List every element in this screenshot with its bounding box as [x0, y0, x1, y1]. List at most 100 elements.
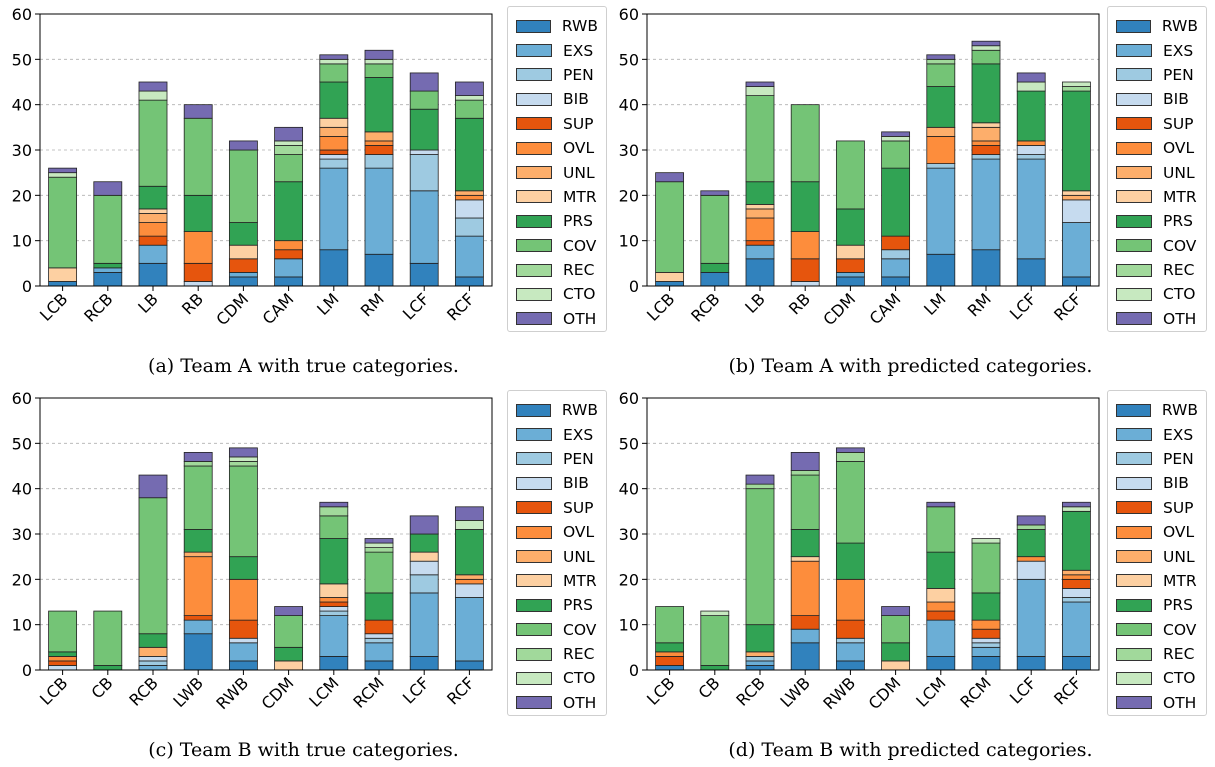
- y-tick-label: 20: [12, 570, 32, 589]
- bar-segment-prs: [409, 533, 439, 553]
- x-tick-label: RCB: [80, 289, 116, 325]
- bar-segment-oth: [1016, 515, 1046, 526]
- y-tick-label: 30: [619, 525, 639, 544]
- legend-swatch: [516, 550, 552, 564]
- x-tick-label: RCB: [125, 673, 161, 709]
- legend-swatch: [516, 452, 552, 466]
- panel-c: 0 10 20 30 40 50 60 LCB CB RCB LWB RWB CDM LCM RCM LCF R…: [0, 384, 607, 767]
- bar-segment-prs: [274, 646, 304, 662]
- y-tick-label: 0: [22, 277, 32, 296]
- bar-segment-unl: [454, 190, 484, 196]
- legend-label: SUP: [1163, 114, 1194, 133]
- legend-label: OVL: [1163, 139, 1195, 158]
- legend-label: RWB: [561, 17, 598, 36]
- stacked-bar-chart: 0 10 20 30 40 50 60 LCB RCB LB RB CDM CAM LM RM LCF RCF: [619, 5, 1100, 329]
- bar-segment-exs: [881, 258, 911, 278]
- bar-segment-ovl: [926, 135, 956, 164]
- bar-segment-oth: [319, 501, 349, 508]
- stacked-bar-chart: 0 10 20 30 40 50 60 LCB CB RCB LWB RWB CDM LCM RCM LCF R…: [12, 389, 493, 713]
- bar-segment-exs: [319, 167, 349, 251]
- bar-segment-bib: [409, 560, 439, 576]
- bar-segment-prs: [48, 651, 78, 657]
- bar-segment-cov: [454, 99, 484, 119]
- y-tick-label: 40: [12, 480, 32, 499]
- bar-segment-prs: [881, 167, 911, 237]
- legend-label: OTH: [1163, 309, 1197, 328]
- bar-segment-rwb: [655, 665, 685, 671]
- x-tick-label: LCB: [36, 289, 71, 324]
- x-tick-label: LCM: [305, 673, 342, 710]
- legend-swatch: [516, 598, 552, 612]
- bar-segment-unl: [183, 551, 213, 558]
- x-tick-label: RCF: [443, 289, 478, 324]
- legend-item: RWB: [1116, 14, 1198, 38]
- legend-swatch: [1116, 312, 1152, 326]
- bar-segment-sup: [319, 149, 349, 155]
- y-tick-label: 30: [619, 141, 639, 160]
- x-tick-label: RB: [178, 289, 207, 318]
- bar-segment-mtr: [319, 583, 349, 598]
- bar-segment-sup: [881, 235, 911, 251]
- bar-segment-prs: [835, 208, 865, 246]
- legend-label: CTO: [563, 669, 596, 688]
- bar-segment-exs: [364, 167, 394, 255]
- bar-segment-cov: [655, 606, 685, 644]
- bar-segment-pen: [835, 637, 865, 644]
- legend: RWB EXS PEN BIB SUP OVL UNL MTR PRS COV REC CTO OTH: [507, 390, 607, 716]
- bar-segment-exs: [926, 167, 956, 255]
- bar-segment-mtr: [274, 660, 304, 671]
- legend-swatch: [516, 190, 552, 204]
- bar-segment-prs: [409, 108, 439, 151]
- legend-label: RWB: [561, 401, 598, 420]
- bar-segment-rwb: [700, 271, 730, 287]
- bar-segment-cov: [319, 63, 349, 83]
- legend: RWB EXS PEN BIB SUP OVL UNL MTR PRS COV REC CTO OTH: [1107, 6, 1207, 332]
- bar-segment-ovl: [364, 140, 394, 146]
- bar-segment-exs: [1016, 578, 1046, 657]
- x-tick-label: CDM: [819, 289, 859, 329]
- bar-segment-cov: [228, 149, 258, 223]
- bar-segment-exs: [319, 615, 349, 657]
- chart-caption: (b) Team A with predicted categories.: [728, 355, 1093, 377]
- y-tick-label: 60: [619, 5, 639, 24]
- x-tick-label: LCF: [1006, 289, 1040, 323]
- x-tick-label: RM: [357, 289, 388, 320]
- bar-segment-sup: [1061, 578, 1091, 589]
- bar-segment-cov: [926, 63, 956, 87]
- bar-segment-rwb: [319, 249, 349, 287]
- bar-segment-cov: [138, 497, 168, 635]
- bar-segment-rec: [926, 58, 956, 65]
- bar-segment-ovl: [454, 194, 484, 201]
- bar-segment-unl: [1061, 194, 1091, 201]
- bar-segment-exs: [138, 244, 168, 264]
- legend-label: PRS: [1163, 212, 1193, 231]
- y-tick-label: 20: [619, 186, 639, 205]
- legend-label: COV: [1163, 236, 1197, 255]
- legend-item: MTR: [1116, 569, 1198, 593]
- bar-segment-cov: [48, 610, 78, 653]
- legend-swatch: [516, 476, 552, 490]
- legend-label: OTH: [1163, 693, 1197, 712]
- bar-segment-sup: [364, 619, 394, 635]
- bar-segment-bib: [138, 655, 168, 662]
- bar-segment-prs: [138, 185, 168, 210]
- x-tick-label: CDM: [865, 673, 905, 713]
- bar-segment-cto: [454, 519, 484, 530]
- legend-item: PEN: [516, 447, 598, 471]
- x-tick-label: RCM: [956, 673, 994, 711]
- legend-item: UNL: [1116, 160, 1198, 184]
- legend-item: BIB: [1116, 471, 1198, 495]
- bar-segment-ovl: [971, 619, 1001, 630]
- bar-segment-oth: [655, 172, 685, 183]
- x-tick-label: RCF: [443, 673, 478, 708]
- legend-item: UNL: [516, 544, 598, 568]
- bar-segment-prs: [319, 538, 349, 585]
- legend-label: PEN: [1163, 65, 1194, 84]
- bar-segment-cto: [745, 86, 775, 96]
- bar-segment-cov: [138, 99, 168, 187]
- legend-swatch: [1116, 117, 1152, 131]
- legend-item: BIB: [1116, 87, 1198, 111]
- legend-label: BIB: [563, 474, 589, 493]
- y-tick-label: 50: [12, 50, 32, 69]
- bar-segment-cto: [454, 95, 484, 101]
